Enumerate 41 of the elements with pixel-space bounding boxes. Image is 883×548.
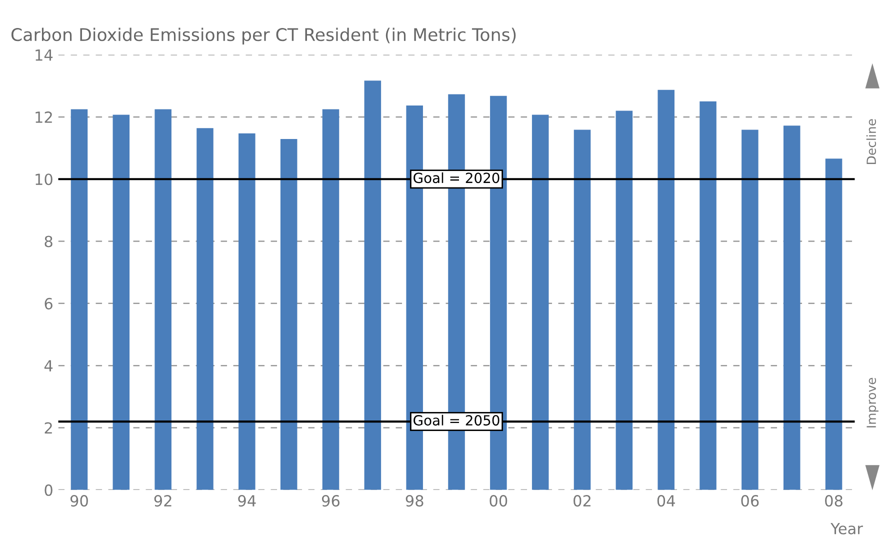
annotation: Goal = 2050 <box>414 414 500 426</box>
bar <box>825 158 842 490</box>
y-tick-label: 14 <box>36 49 53 61</box>
bar <box>322 109 340 490</box>
text: Improve <box>866 378 878 428</box>
y-tick-label: 2 <box>44 422 52 434</box>
y-tick-label: 0 <box>44 484 52 496</box>
y-tick-label: 10 <box>36 174 52 186</box>
x-tick-label: 96 <box>322 495 340 507</box>
bar <box>574 130 591 490</box>
x-tick-label: 98 <box>406 495 424 507</box>
bar <box>238 133 256 490</box>
bar <box>154 109 172 490</box>
bar <box>280 139 298 490</box>
text: Decline <box>866 119 876 164</box>
y-tick-label: 8 <box>44 236 52 248</box>
bar <box>658 90 674 490</box>
bar <box>70 109 88 490</box>
x-tick-label: 92 <box>154 495 172 507</box>
x-axis-title: Year <box>830 523 863 534</box>
x-tick-label: 04 <box>657 495 675 507</box>
bar <box>783 126 800 490</box>
x-tick-label: 00 <box>490 495 508 507</box>
x-tick-label: 90 <box>70 495 88 507</box>
y-tick-label: 4 <box>44 360 53 372</box>
x-tick-label: 94 <box>238 495 256 507</box>
bar <box>700 101 716 490</box>
bar <box>112 114 130 490</box>
x-tick-label: 02 <box>574 495 590 507</box>
bar <box>616 110 633 490</box>
bar <box>448 94 465 490</box>
y-tick-label: 12 <box>36 111 52 123</box>
chart-title: Carbon Dioxide Emissions per CT Resident (in Metric Tons) <box>11 28 516 45</box>
x-tick-label: 08 <box>825 495 842 507</box>
y-tick-label: 6 <box>44 298 52 310</box>
x-tick-label: 06 <box>741 495 759 507</box>
bar <box>196 128 214 490</box>
bar <box>364 80 382 490</box>
annotation: Goal = 2020 <box>414 172 500 184</box>
bar <box>532 114 549 490</box>
bar <box>742 130 758 490</box>
